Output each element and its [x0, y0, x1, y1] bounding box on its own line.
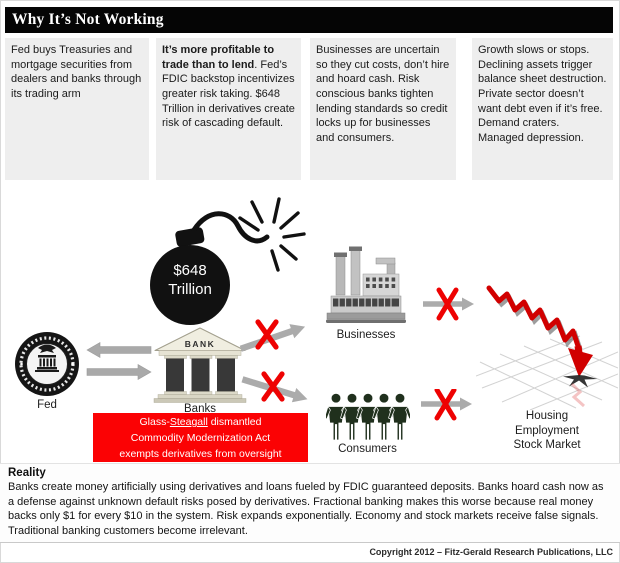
bank-sign-label: BANK: [185, 339, 216, 349]
consumers-icon: [326, 393, 410, 441]
box-lead-text: It’s more profitable to trade than to le…: [162, 44, 275, 71]
blocked-arrow-bank-to-businesses: [239, 319, 306, 352]
bomb-amount-line1: $648: [173, 262, 207, 279]
red-x-icon: [261, 371, 285, 402]
market-label-line2: Employment: [515, 424, 579, 437]
market-label-line1: Housing: [525, 410, 569, 422]
fed-seal-icon: [15, 332, 79, 396]
red-x-icon: [255, 319, 279, 350]
blocked-arrow-bank-to-consumers: [241, 371, 308, 403]
reality-body: Banks create money artificially using de…: [8, 481, 604, 537]
fed-label: Fed: [37, 399, 57, 411]
legislation-line1: Glass-Steagall dismantled: [93, 415, 308, 431]
market-label: Housing Employment Stock Market: [487, 409, 607, 453]
legislation-line2: Commodity Modernization Act: [130, 431, 271, 444]
box-body-text: Fed buys Treasuries and mortgage securit…: [11, 44, 142, 100]
explainer-box-growth: Growth slows or stops. Declining assets …: [472, 38, 613, 180]
market-label-line3: Stock Market: [513, 439, 581, 452]
steagall-underlined: Steagall: [169, 416, 208, 428]
box-body-text: Growth slows or stops. Declining assets …: [478, 44, 607, 144]
explainer-box-businesses: Businesses are uncertain so they cut cos…: [310, 38, 456, 180]
bomb-amount-label: $648 Trillion: [147, 261, 233, 299]
explainer-box-trading: It’s more profitable to trade than to le…: [156, 38, 301, 180]
market-crash-icon: [476, 285, 618, 410]
legislation-callout: Glass-Steagall dismantled Commodity Mode…: [93, 413, 308, 462]
box-body-text: Businesses are uncertain so they cut cos…: [316, 44, 450, 144]
copyright-text: Copyright 2012 – Fitz-Gerald Research Pu…: [369, 547, 613, 557]
blocked-arrow-businesses-to-market: [423, 287, 474, 321]
reality-section: Reality Banks create money artificially …: [0, 463, 620, 543]
explainer-box-fed: Fed buys Treasuries and mortgage securit…: [5, 38, 149, 180]
reality-heading: Reality: [8, 467, 46, 479]
box-body-text: . Fed’s FDIC backstop incentivizes great…: [162, 58, 295, 130]
red-x-icon: [434, 389, 457, 421]
spark-icon: [238, 197, 306, 272]
glass-prefix: Glass-: [139, 416, 170, 428]
page-title: Why It’s Not Working: [12, 11, 164, 28]
floor-grid: [476, 335, 618, 410]
dismantled-suffix: dismantled: [207, 416, 262, 428]
bank-building-icon: BANK: [153, 327, 247, 403]
banks-label: Banks: [184, 403, 216, 415]
red-x-icon: [436, 287, 459, 321]
exchange-arrows-icon: [86, 341, 152, 381]
page-title-bar: Why It’s Not Working: [5, 7, 613, 33]
bomb-amount-line2: Trillion: [168, 281, 212, 299]
businesses-label: Businesses: [336, 329, 396, 341]
legislation-line3: exempts derivatives from oversight: [119, 447, 282, 460]
consumers-label: Consumers: [338, 443, 397, 455]
bomb-icon: [150, 197, 306, 325]
blocked-arrow-consumers-to-market: [421, 389, 472, 421]
factory-icon: [326, 246, 406, 323]
